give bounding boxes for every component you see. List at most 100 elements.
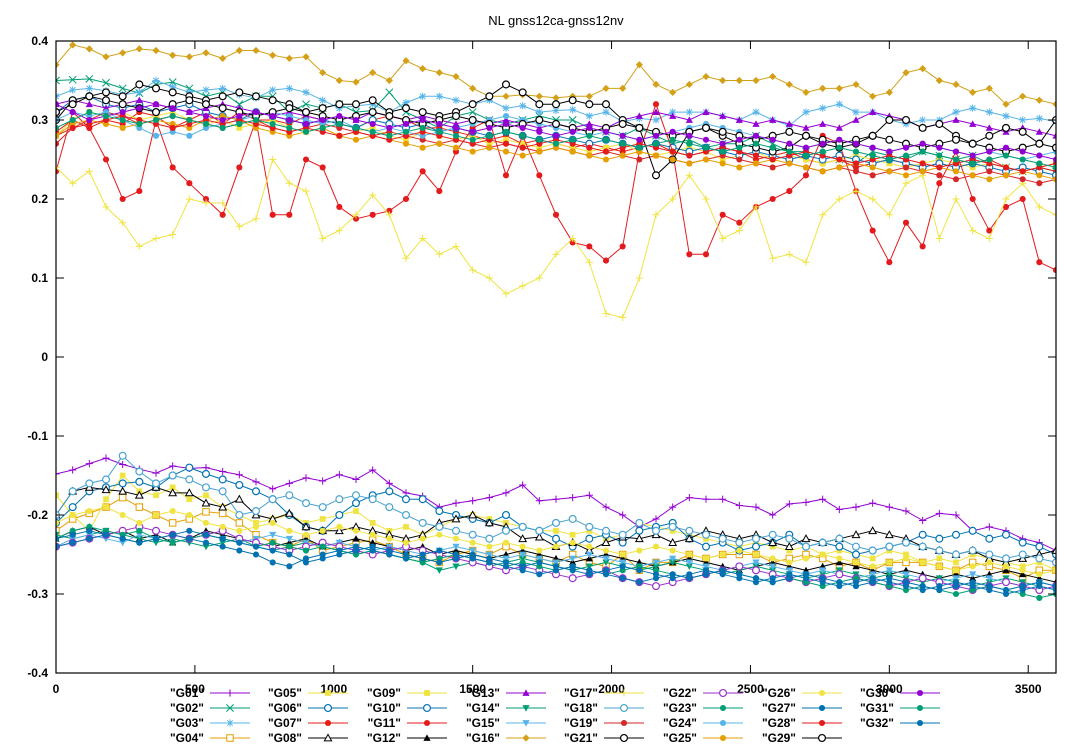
- data-point: [869, 563, 876, 570]
- data-point: [419, 65, 427, 73]
- data-point: [335, 471, 343, 479]
- data-point: [169, 484, 176, 491]
- data-point: [669, 503, 677, 511]
- data-point: [469, 136, 476, 143]
- data-point: [269, 86, 277, 94]
- data-point: [918, 574, 927, 583]
- data-point: [468, 530, 477, 539]
- data-point: [202, 519, 210, 526]
- data-point: [602, 148, 610, 155]
- data-point: [236, 539, 243, 546]
- data-point: [302, 547, 310, 554]
- data-point: [219, 535, 226, 542]
- legend-item: "G05": [268, 686, 348, 700]
- data-point: [619, 152, 626, 159]
- data-point: [752, 160, 760, 167]
- legend-marker: [522, 720, 530, 727]
- data-point: [669, 88, 677, 96]
- data-point: [602, 559, 610, 566]
- data-point: [952, 579, 960, 586]
- data-point: [769, 156, 776, 163]
- data-point: [452, 543, 460, 551]
- data-point: [519, 140, 526, 147]
- data-point: [319, 234, 327, 243]
- data-point: [402, 99, 410, 107]
- data-point: [852, 562, 860, 570]
- legend-item: "G09": [367, 686, 447, 700]
- data-point: [352, 527, 360, 534]
- data-point: [635, 274, 643, 282]
- legend-marker: [818, 689, 826, 697]
- data-point: [836, 555, 843, 562]
- data-point: [953, 559, 959, 566]
- data-point: [752, 503, 760, 511]
- data-point: [836, 136, 843, 143]
- data-point: [736, 575, 743, 582]
- legend-marker: [817, 733, 827, 743]
- data-point: [935, 119, 944, 128]
- data-point: [752, 559, 760, 566]
- data-point: [752, 120, 760, 127]
- data-point: [786, 140, 793, 147]
- data-point: [652, 571, 660, 578]
- data-point: [102, 78, 110, 87]
- data-point: [568, 96, 577, 105]
- y-tick-label: 0: [41, 350, 48, 364]
- data-point: [469, 547, 477, 555]
- data-point: [936, 563, 943, 570]
- data-point: [785, 567, 793, 574]
- data-point: [1036, 571, 1043, 578]
- data-point: [368, 495, 377, 504]
- data-point: [201, 469, 211, 478]
- legend-label: "G17": [564, 686, 598, 700]
- data-point: [802, 152, 810, 159]
- data-point: [85, 84, 93, 92]
- legend-marker: [522, 689, 530, 696]
- data-point: [218, 502, 228, 511]
- data-point: [102, 203, 110, 211]
- data-point: [1070, 164, 1076, 170]
- legend-marker: [325, 690, 331, 696]
- data-point: [1018, 538, 1027, 547]
- data-point: [1002, 563, 1010, 570]
- legend-item: "G11": [368, 716, 447, 730]
- data-point: [969, 104, 977, 112]
- data-point: [1019, 176, 1026, 183]
- data-point: [419, 555, 426, 562]
- legend-label: "G30": [860, 686, 894, 700]
- data-point: [353, 508, 359, 514]
- data-point: [886, 559, 893, 566]
- data-point: [719, 211, 726, 218]
- data-point: [85, 100, 93, 108]
- data-point: [1069, 579, 1076, 586]
- data-point: [118, 92, 127, 101]
- data-point: [352, 116, 360, 124]
- data-point: [952, 176, 960, 183]
- data-point: [56, 163, 60, 171]
- data-point: [86, 507, 93, 515]
- data-point: [56, 492, 59, 499]
- data-point: [302, 100, 310, 109]
- data-point: [369, 128, 376, 135]
- data-point: [302, 559, 310, 566]
- data-point: [819, 211, 827, 219]
- data-point: [1069, 172, 1076, 179]
- data-point: [186, 180, 193, 187]
- data-point: [286, 527, 293, 534]
- data-point: [719, 160, 726, 167]
- data-point: [536, 148, 543, 155]
- data-point: [502, 112, 510, 120]
- data-point: [586, 148, 593, 155]
- data-point: [469, 551, 476, 558]
- data-point: [752, 152, 760, 159]
- data-point: [252, 46, 260, 55]
- y-tick-label: 0.2: [31, 192, 48, 206]
- data-point: [369, 211, 376, 218]
- data-point: [535, 124, 543, 131]
- series-line: [56, 115, 1056, 180]
- data-point: [301, 499, 311, 508]
- data-point: [486, 144, 493, 151]
- data-point: [152, 76, 160, 85]
- data-point: [236, 164, 243, 171]
- data-point: [102, 53, 110, 61]
